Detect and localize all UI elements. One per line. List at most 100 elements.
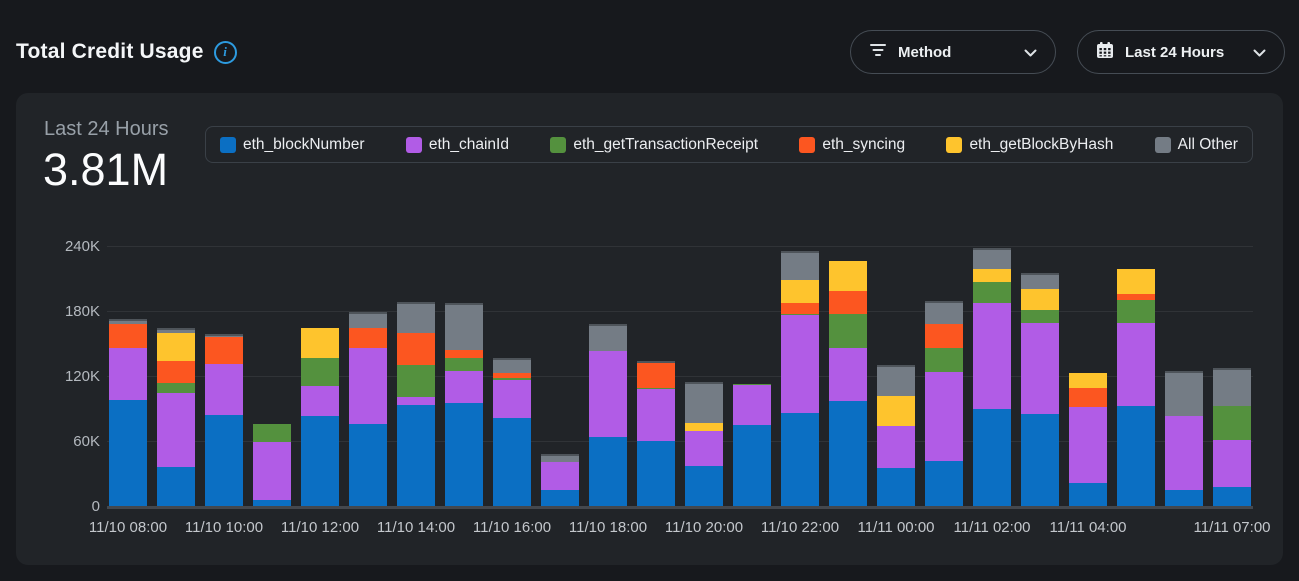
bar-segment-eth_blockNumber[interactable] [829, 400, 867, 506]
bar-segment-eth_getTransactionReceipt[interactable] [781, 314, 819, 316]
bar-segment-eth_chainId[interactable] [1069, 407, 1107, 484]
stacked-bar-15[interactable] [829, 261, 867, 506]
stacked-bar-23[interactable] [1213, 368, 1251, 506]
bar-segment-eth_chainId[interactable] [685, 431, 723, 466]
bar-segment-All Other[interactable] [637, 360, 675, 364]
bar-segment-eth_syncing[interactable] [781, 303, 819, 315]
bar-segment-eth_blockNumber[interactable] [637, 441, 675, 506]
bar-segment-eth_blockNumber[interactable] [301, 416, 339, 506]
bar-segment-All Other[interactable] [1165, 370, 1203, 417]
stacked-bar-6[interactable] [397, 302, 435, 506]
bar-segment-All Other[interactable] [157, 328, 195, 333]
bar-segment-eth_getTransactionReceipt[interactable] [973, 281, 1011, 304]
bar-segment-eth_getBlockByHash[interactable] [781, 279, 819, 304]
stacked-bar-13[interactable] [733, 383, 771, 506]
bar-segment-eth_chainId[interactable] [397, 396, 435, 406]
legend-item-eth_blockNumber[interactable]: eth_blockNumber [220, 136, 364, 154]
bar-segment-eth_getTransactionReceipt[interactable] [1213, 406, 1251, 440]
bar-segment-All Other[interactable] [397, 302, 435, 333]
bar-segment-eth_blockNumber[interactable] [109, 399, 147, 506]
bar-segment-eth_syncing[interactable] [397, 332, 435, 366]
bar-segment-eth_syncing[interactable] [157, 360, 195, 383]
stacked-bar-0[interactable] [109, 318, 147, 506]
bar-segment-eth_getTransactionReceipt[interactable] [301, 357, 339, 386]
bar-segment-eth_blockNumber[interactable] [541, 489, 579, 506]
stacked-bar-19[interactable] [1021, 273, 1059, 506]
bar-segment-All Other[interactable] [1021, 273, 1059, 290]
stacked-bar-1[interactable] [157, 328, 195, 506]
stacked-bar-16[interactable] [877, 365, 915, 506]
stacked-bar-5[interactable] [349, 312, 387, 506]
bar-segment-eth_syncing[interactable] [829, 291, 867, 315]
bar-segment-eth_getBlockByHash[interactable] [685, 422, 723, 432]
stacked-bar-18[interactable] [973, 248, 1011, 506]
legend-item-eth_getBlockByHash[interactable]: eth_getBlockByHash [946, 136, 1113, 154]
bar-segment-eth_getBlockByHash[interactable] [157, 332, 195, 361]
bar-segment-All Other[interactable] [589, 324, 627, 352]
bar-segment-All Other[interactable] [493, 357, 531, 373]
bar-segment-eth_blockNumber[interactable] [349, 423, 387, 506]
bar-segment-All Other[interactable] [541, 453, 579, 462]
bar-segment-eth_getTransactionReceipt[interactable] [445, 357, 483, 371]
bar-segment-eth_chainId[interactable] [301, 385, 339, 417]
stacked-bar-10[interactable] [589, 324, 627, 506]
stacked-bar-21[interactable] [1117, 268, 1155, 506]
bar-segment-eth_syncing[interactable] [637, 363, 675, 388]
bar-segment-eth_getTransactionReceipt[interactable] [253, 423, 291, 443]
bar-segment-All Other[interactable] [205, 333, 243, 338]
stacked-bar-9[interactable] [541, 453, 579, 506]
bar-segment-eth_getTransactionReceipt[interactable] [829, 314, 867, 348]
bar-segment-eth_blockNumber[interactable] [445, 403, 483, 506]
bar-segment-eth_chainId[interactable] [781, 315, 819, 413]
bar-segment-eth_getBlockByHash[interactable] [877, 395, 915, 426]
bar-segment-eth_getTransactionReceipt[interactable] [397, 365, 435, 397]
bar-segment-eth_blockNumber[interactable] [781, 412, 819, 506]
bar-segment-eth_blockNumber[interactable] [733, 424, 771, 506]
bar-segment-eth_getTransactionReceipt[interactable] [733, 383, 771, 385]
bar-segment-eth_blockNumber[interactable] [253, 499, 291, 506]
bar-segment-eth_chainId[interactable] [445, 370, 483, 404]
bar-segment-eth_syncing[interactable] [205, 337, 243, 365]
bar-segment-eth_blockNumber[interactable] [973, 408, 1011, 506]
bar-segment-eth_getBlockByHash[interactable] [1021, 289, 1059, 310]
bar-segment-eth_getTransactionReceipt[interactable] [1117, 300, 1155, 323]
bar-segment-eth_blockNumber[interactable] [205, 415, 243, 506]
bar-segment-eth_blockNumber[interactable] [1117, 406, 1155, 506]
bar-segment-All Other[interactable] [1213, 368, 1251, 407]
bar-segment-eth_getBlockByHash[interactable] [1069, 372, 1107, 388]
legend-item-eth_syncing[interactable]: eth_syncing [799, 136, 905, 154]
bar-segment-eth_blockNumber[interactable] [1213, 486, 1251, 506]
bar-segment-eth_chainId[interactable] [1165, 416, 1203, 490]
bar-segment-All Other[interactable] [925, 301, 963, 325]
bar-segment-eth_chainId[interactable] [157, 393, 195, 467]
bar-segment-eth_chainId[interactable] [109, 347, 147, 400]
bar-segment-eth_getTransactionReceipt[interactable] [637, 387, 675, 389]
bar-segment-eth_getTransactionReceipt[interactable] [925, 347, 963, 372]
bar-segment-eth_blockNumber[interactable] [877, 468, 915, 506]
bar-segment-eth_blockNumber[interactable] [685, 465, 723, 506]
bar-segment-eth_blockNumber[interactable] [1021, 413, 1059, 506]
bar-segment-All Other[interactable] [349, 312, 387, 329]
bar-segment-eth_chainId[interactable] [733, 384, 771, 425]
bar-segment-eth_chainId[interactable] [493, 380, 531, 419]
bar-segment-eth_blockNumber[interactable] [397, 405, 435, 506]
stacked-bar-7[interactable] [445, 303, 483, 506]
bar-segment-All Other[interactable] [973, 248, 1011, 269]
bar-segment-eth_chainId[interactable] [205, 364, 243, 415]
bar-segment-eth_chainId[interactable] [589, 351, 627, 437]
bar-segment-All Other[interactable] [877, 365, 915, 396]
bar-segment-eth_getTransactionReceipt[interactable] [493, 378, 531, 381]
bar-segment-All Other[interactable] [781, 251, 819, 280]
legend-item-eth_chainId[interactable]: eth_chainId [405, 136, 509, 154]
bar-segment-eth_syncing[interactable] [349, 328, 387, 348]
bar-segment-eth_blockNumber[interactable] [589, 436, 627, 506]
bar-segment-eth_syncing[interactable] [925, 324, 963, 348]
bar-segment-eth_blockNumber[interactable] [925, 460, 963, 506]
bar-segment-eth_getBlockByHash[interactable] [301, 328, 339, 358]
time-range-dropdown[interactable]: Last 24 Hours [1077, 30, 1285, 74]
bar-segment-eth_syncing[interactable] [109, 324, 147, 348]
bar-segment-eth_chainId[interactable] [925, 371, 963, 461]
bar-segment-eth_blockNumber[interactable] [1165, 489, 1203, 506]
bar-segment-eth_syncing[interactable] [493, 372, 531, 379]
stacked-bar-14[interactable] [781, 251, 819, 506]
